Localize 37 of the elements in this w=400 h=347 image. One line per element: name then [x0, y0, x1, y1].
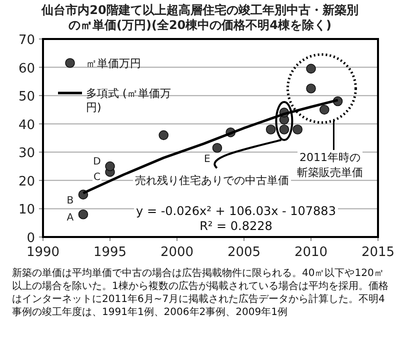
point: [306, 84, 316, 94]
point: [266, 124, 276, 134]
x-tick-label: 2000: [160, 245, 194, 260]
y-tick-label: 0: [26, 231, 35, 246]
legend-label: 多項式 (㎡単価万円): [86, 87, 171, 114]
y-tick-label: 30: [18, 146, 35, 162]
annotation: B: [66, 196, 74, 207]
annotation: 売れ残り住宅ありでの中古単価: [135, 174, 289, 187]
x-tick-label: 1990: [26, 245, 60, 260]
y-tick-label: 70: [18, 33, 35, 48]
y-tick-label: 20: [18, 174, 35, 190]
point: [320, 104, 330, 115]
annotation: 2011年時の斬築販売単価: [297, 151, 363, 179]
chart-title: 仙台市内20階建て以上超高層住宅の竣工年別中古・新築別の㎡単価(万円)(全20棟中の価格不明4棟を除く): [40, 3, 358, 32]
y-tick-label: 60: [18, 61, 35, 76]
point: [212, 143, 222, 153]
annotation: D: [93, 156, 102, 168]
annotation: A: [66, 212, 74, 224]
legend-label: ㎡単価万円: [86, 57, 141, 70]
x-tick-label: 1995: [93, 245, 127, 260]
annotation: R² = 0.8228: [200, 219, 272, 233]
x-tick-label: 2010: [294, 245, 328, 260]
annotation: C: [94, 172, 101, 183]
x-tick-label: 2015: [361, 245, 395, 260]
x-tick-label: 2005: [227, 245, 261, 260]
point: [105, 161, 115, 172]
annotation: E: [204, 154, 210, 165]
point: [306, 64, 316, 74]
annotation: y = -0.026x² + 106.03x - 107883: [136, 204, 336, 218]
point: [78, 209, 88, 220]
y-tick-label: 10: [18, 202, 35, 218]
text: 新築の単価は平均単価で中古の場合は広告掲載物件に限られる。40㎡以下や120㎡以上の場合を除いた。1棟から複数の広告が掲載されている場合は平均を採用。価格はインターネットに2011年6月~7月に掲載された広告データから計算した。不明4事例の竣工年度は、1991年1例、2006年2事例、2009年1例: [12, 267, 388, 318]
point: [158, 130, 168, 140]
y-tick-label: 40: [18, 118, 35, 133]
point: [292, 124, 302, 134]
point: [279, 124, 290, 134]
y-tick-label: 50: [18, 90, 35, 105]
